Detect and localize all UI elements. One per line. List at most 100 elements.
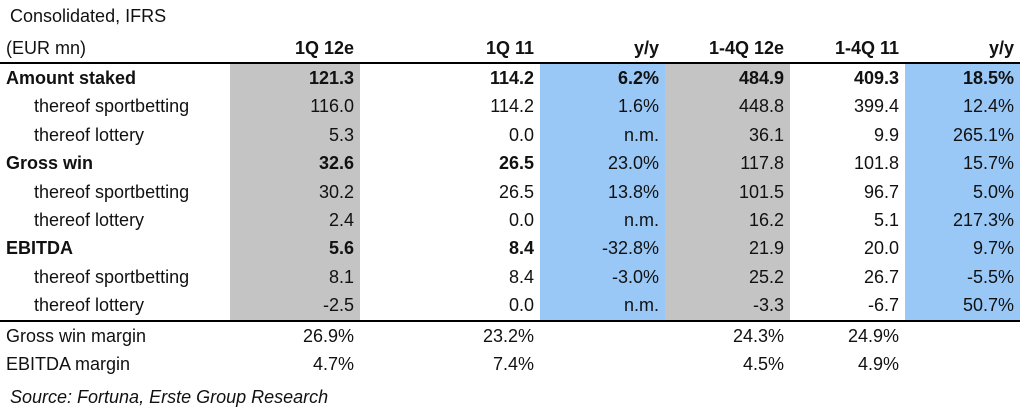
- cell: 101.8: [853, 153, 899, 174]
- cell: 23.0%: [540, 149, 665, 178]
- cell: 9.7%: [905, 234, 1020, 264]
- row-label: thereof sportbetting: [34, 96, 190, 117]
- cell: n.m.: [540, 206, 665, 235]
- cell: 26.5: [498, 153, 534, 174]
- cell: 5.3: [230, 121, 360, 150]
- row-label: EBITDA: [6, 238, 73, 259]
- cell: 7.4%: [492, 353, 534, 374]
- cell: 4.9%: [857, 353, 899, 374]
- cell: 36.1: [665, 121, 790, 150]
- cell: 15.7%: [905, 149, 1020, 178]
- cell: 8.1: [230, 263, 360, 292]
- table-row: Gross win 32.6 26.5 23.0% 117.8 101.8 15…: [0, 149, 1020, 178]
- cell: 4.5%: [742, 353, 784, 374]
- cell: 20.0: [863, 238, 899, 259]
- cell: 26.7: [863, 266, 899, 287]
- row-label: thereof sportbetting: [34, 266, 190, 287]
- cell: 12.4%: [905, 92, 1020, 122]
- table-row: thereof sportbetting 8.1 8.4 -3.0% 25.2 …: [0, 263, 1020, 292]
- cell: 32.6: [230, 149, 360, 178]
- cell: 484.9: [665, 63, 790, 93]
- cell: 13.8%: [540, 177, 665, 207]
- table-row: thereof lottery 5.3 0.0 n.m. 36.1 9.9 26…: [0, 121, 1020, 150]
- row-label: thereof sportbetting: [34, 181, 190, 202]
- cell: 26.9%: [302, 325, 354, 346]
- cell: 2.4: [230, 206, 360, 235]
- cell: 399.4: [853, 96, 899, 117]
- col-header-yoy-year: y/y: [905, 34, 1020, 65]
- row-label: EBITDA margin: [6, 353, 131, 374]
- cell: [540, 350, 665, 378]
- cell: 96.7: [863, 181, 899, 202]
- cell: 9.9: [873, 124, 899, 145]
- row-label: Gross win: [6, 153, 94, 174]
- col-header-1q12e: 1Q 12e: [230, 34, 360, 65]
- cell: 26.5: [498, 181, 534, 202]
- cell: 8.4: [508, 238, 534, 259]
- cell: 409.3: [853, 68, 899, 89]
- cell: -32.8%: [540, 234, 665, 264]
- cell: n.m.: [540, 291, 665, 322]
- table-row: Amount staked 121.3 114.2 6.2% 484.9 409…: [0, 63, 1020, 93]
- unit-label: (EUR mn): [0, 34, 230, 65]
- cell: 1.6%: [540, 92, 665, 122]
- cell: 30.2: [230, 177, 360, 207]
- cell: 21.9: [665, 234, 790, 264]
- cell: [905, 350, 1020, 378]
- margin-row: Gross win margin 26.9% 23.2% 24.3% 24.9%: [0, 321, 1020, 350]
- cell: 114.2: [489, 68, 534, 89]
- financial-table: (EUR mn) 1Q 12e 1Q 11 y/y 1-4Q 12e 1-4Q …: [0, 34, 1020, 379]
- cell: 25.2: [665, 263, 790, 292]
- cell: 8.4: [508, 266, 534, 287]
- table-row: thereof sportbetting 30.2 26.5 13.8% 101…: [0, 177, 1020, 207]
- table-row: thereof lottery -2.5 0.0 n.m. -3.3 -6.7 …: [0, 291, 1020, 322]
- cell: -2.5: [230, 291, 360, 322]
- cell: [540, 321, 665, 350]
- cell: 116.0: [230, 92, 360, 122]
- cell: 5.6: [230, 234, 360, 264]
- table-row: EBITDA 5.6 8.4 -32.8% 21.9 20.0 9.7%: [0, 234, 1020, 264]
- cell: 217.3%: [905, 206, 1020, 235]
- header-row: (EUR mn) 1Q 12e 1Q 11 y/y 1-4Q 12e 1-4Q …: [0, 34, 1020, 65]
- cell: 23.2%: [482, 325, 534, 346]
- row-label: thereof lottery: [34, 210, 145, 231]
- cell: 121.3: [230, 63, 360, 93]
- cell: 117.8: [665, 149, 790, 178]
- cell: 265.1%: [905, 121, 1020, 150]
- cell: 0.0: [508, 124, 534, 145]
- col-header-1q11: 1Q 11: [360, 34, 540, 65]
- cell: 4.7%: [312, 353, 354, 374]
- table-row: thereof sportbetting 116.0 114.2 1.6% 44…: [0, 92, 1020, 122]
- row-label: Amount staked: [6, 68, 137, 89]
- col-header-1-4q11: 1-4Q 11: [790, 34, 905, 65]
- row-label: thereof lottery: [0, 291, 230, 322]
- cell: 101.5: [665, 177, 790, 207]
- cell: -3.3: [665, 291, 790, 322]
- cell: 6.2%: [540, 63, 665, 93]
- row-label: Gross win margin: [6, 325, 147, 346]
- cell: n.m.: [540, 121, 665, 150]
- cell: 18.5%: [905, 63, 1020, 93]
- cell: 448.8: [665, 92, 790, 122]
- cell: 114.2: [490, 96, 534, 117]
- cell: -3.0%: [540, 263, 665, 292]
- col-header-yoy-quarter: y/y: [540, 34, 665, 65]
- source-note: Source: Fortuna, Erste Group Research: [10, 387, 329, 407]
- cell: [905, 321, 1020, 350]
- cell: 5.0%: [905, 177, 1020, 207]
- cell: 5.1: [873, 210, 899, 231]
- table-row: thereof lottery 2.4 0.0 n.m. 16.2 5.1 21…: [0, 206, 1020, 235]
- table-title: Consolidated, IFRS: [10, 6, 167, 26]
- cell: -5.5%: [905, 263, 1020, 292]
- margin-row: EBITDA margin 4.7% 7.4% 4.5% 4.9%: [0, 350, 1020, 378]
- col-header-1-4q12e: 1-4Q 12e: [665, 34, 790, 65]
- cell: 16.2: [665, 206, 790, 235]
- cell: 24.9%: [847, 325, 899, 346]
- cell: 0.0: [508, 210, 534, 231]
- cell: 50.7%: [905, 291, 1020, 322]
- row-label: thereof lottery: [34, 124, 145, 145]
- cell: 0.0: [360, 291, 540, 322]
- cell: 24.3%: [732, 325, 784, 346]
- cell: -6.7: [790, 291, 905, 322]
